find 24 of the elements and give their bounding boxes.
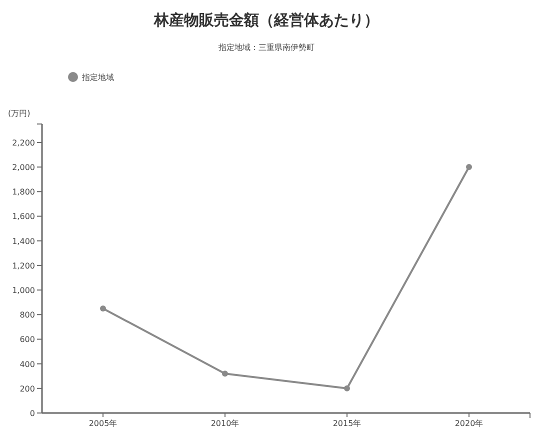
y-tick-label: 2,200 (12, 138, 35, 148)
x-tick-label: 2015年 (332, 419, 362, 428)
y-tick-label: 800 (20, 310, 35, 320)
y-tick-label: 2,000 (12, 163, 35, 172)
y-tick-label: 1,800 (12, 188, 35, 197)
point (466, 164, 472, 170)
y-tick-label: 400 (20, 360, 35, 369)
legend-label: 指定地域 (81, 73, 114, 82)
y-tick-label: 1,400 (12, 236, 35, 246)
y-axis-title: (万円) (8, 109, 30, 118)
x-tick-label: 2020年 (454, 419, 484, 428)
x-tick-label: 2005年 (88, 419, 118, 428)
y-tick-label: 0 (30, 409, 35, 418)
y-tick-label: 1,600 (12, 212, 35, 222)
x-tick-label: 2010年 (210, 419, 240, 428)
y-tick-label: 600 (20, 335, 35, 344)
point (100, 305, 106, 312)
point (344, 385, 350, 392)
point (222, 370, 228, 377)
y-tick-label: 200 (20, 384, 35, 394)
chart-title: 林産物販売金額（経営体あたり） (153, 11, 379, 29)
chart-subtitle: 指定地域：三重県南伊勢町 (218, 43, 314, 52)
y-tick-label: 1,000 (12, 286, 35, 296)
y-tick-label: 1,200 (12, 261, 35, 270)
